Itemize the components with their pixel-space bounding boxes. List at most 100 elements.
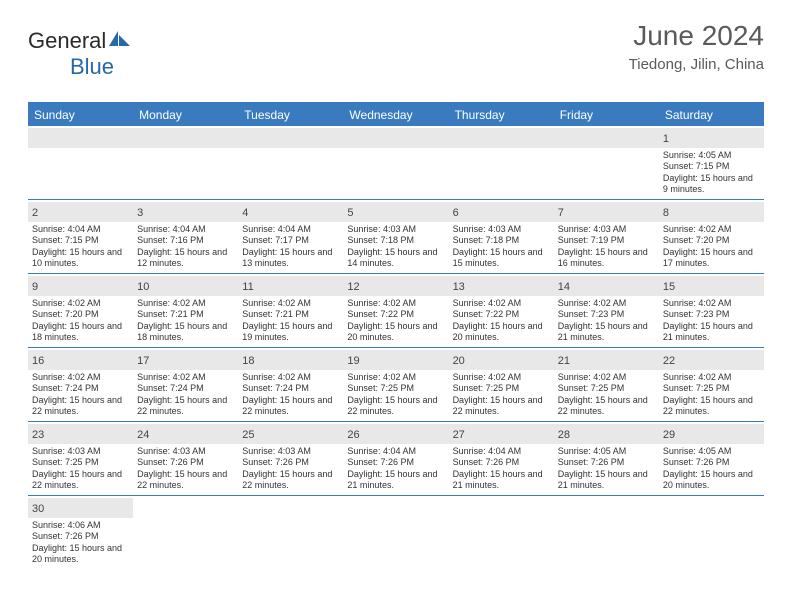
day-number-row: 17	[133, 350, 238, 370]
day-number: 30	[32, 503, 44, 515]
weekday-header: Wednesday	[343, 104, 448, 126]
day-number: 5	[347, 207, 353, 219]
calendar-day: 10 Sunrise: 4:02 AMSunset: 7:21 PMDayligh…	[133, 274, 238, 347]
location: Tiedong, Jilin, China	[629, 56, 764, 73]
day-number: 10	[137, 281, 149, 293]
day-info: Sunrise: 4:02 AMSunset: 7:21 PMDaylight:…	[242, 298, 339, 343]
day-info: Sunrise: 4:02 AMSunset: 7:25 PMDaylight:…	[663, 372, 760, 417]
day-info: Sunrise: 4:02 AMSunset: 7:22 PMDaylight:…	[347, 298, 444, 343]
day-number-row: 5	[343, 202, 448, 222]
day-number: 21	[558, 355, 570, 367]
calendar-day: 18Sunrise: 4:02 AMSunset: 7:24 PMDayligh…	[238, 348, 343, 421]
day-number: 27	[453, 429, 465, 441]
calendar-day: 16 Sunrise: 4:02 AMSunset: 7:24 PMDayligh…	[28, 348, 133, 421]
day-info: Sunrise: 4:04 AMSunset: 7:16 PMDaylight:…	[137, 224, 234, 269]
day-number: 13	[453, 281, 465, 293]
calendar-day: .	[343, 126, 448, 199]
calendar-day: 21Sunrise: 4:02 AMSunset: 7:25 PMDayligh…	[554, 348, 659, 421]
day-number-row: .	[554, 128, 659, 148]
day-info: Sunrise: 4:02 AMSunset: 7:20 PMDaylight:…	[663, 224, 760, 269]
day-number-row: 3	[133, 202, 238, 222]
day-number: 16	[32, 355, 44, 367]
day-info: Sunrise: 4:05 AMSunset: 7:26 PMDaylight:…	[663, 446, 760, 491]
day-number-row: .	[133, 128, 238, 148]
day-number-row: 29	[659, 424, 764, 444]
day-info: Sunrise: 4:02 AMSunset: 7:24 PMDaylight:…	[32, 372, 129, 417]
day-info: Sunrise: 4:02 AMSunset: 7:25 PMDaylight:…	[347, 372, 444, 417]
day-info: Sunrise: 4:04 AMSunset: 7:26 PMDaylight:…	[347, 446, 444, 491]
day-number: 4	[242, 207, 248, 219]
calendar-body: ...... 1 Sunrise: 4:05 AMSunset: 7:15 PMDa…	[28, 126, 764, 569]
calendar-day: 19Sunrise: 4:02 AMSunset: 7:25 PMDayligh…	[343, 348, 448, 421]
calendar-week: 2 Sunrise: 4:04 AMSunset: 7:15 PMDaylight…	[28, 200, 764, 274]
calendar-day: 11Sunrise: 4:02 AMSunset: 7:21 PMDayligh…	[238, 274, 343, 347]
day-number: 7	[558, 207, 564, 219]
calendar-day: .	[343, 496, 448, 569]
calendar-day: 15Sunrise: 4:02 AMSunset: 7:23 PMDayligh…	[659, 274, 764, 347]
calendar-day: 17Sunrise: 4:02 AMSunset: 7:24 PMDayligh…	[133, 348, 238, 421]
calendar-day: .	[554, 496, 659, 569]
day-number-row: 18	[238, 350, 343, 370]
calendar-day: 1 Sunrise: 4:05 AMSunset: 7:15 PMDaylight…	[659, 126, 764, 199]
day-number: 23	[32, 429, 44, 441]
day-number-row: 26	[343, 424, 448, 444]
calendar-day: 6 Sunrise: 4:03 AMSunset: 7:18 PMDaylight…	[449, 200, 554, 273]
day-number: 9	[32, 281, 38, 293]
day-info: Sunrise: 4:04 AMSunset: 7:15 PMDaylight:…	[32, 224, 129, 269]
calendar-day: 14Sunrise: 4:02 AMSunset: 7:23 PMDayligh…	[554, 274, 659, 347]
calendar-day: 30 Sunrise: 4:06 AMSunset: 7:26 PMDayligh…	[28, 496, 133, 569]
day-info: Sunrise: 4:02 AMSunset: 7:24 PMDaylight:…	[242, 372, 339, 417]
day-number-row: 28	[554, 424, 659, 444]
calendar-day: 5 Sunrise: 4:03 AMSunset: 7:18 PMDaylight…	[343, 200, 448, 273]
day-number: 1	[663, 133, 669, 145]
day-number-row: 27	[449, 424, 554, 444]
calendar-week: ......1Sunrise: 4:05 AMSunset: 7:15 PMDa…	[28, 126, 764, 200]
weekday-header: Sunday	[28, 104, 133, 126]
calendar-day: 8 Sunrise: 4:02 AMSunset: 7:20 PMDaylight…	[659, 200, 764, 273]
calendar-day: .	[133, 126, 238, 199]
calendar-day: 12Sunrise: 4:02 AMSunset: 7:22 PMDayligh…	[343, 274, 448, 347]
day-number-row: 21	[554, 350, 659, 370]
day-number-row: 6	[449, 202, 554, 222]
calendar-week: 30 Sunrise: 4:06 AMSunset: 7:26 PMDayligh…	[28, 496, 764, 569]
day-info: Sunrise: 4:05 AMSunset: 7:26 PMDaylight:…	[558, 446, 655, 491]
day-number-row: 16	[28, 350, 133, 370]
day-info: Sunrise: 4:02 AMSunset: 7:21 PMDaylight:…	[137, 298, 234, 343]
day-number: 28	[558, 429, 570, 441]
day-number: 29	[663, 429, 675, 441]
calendar-week: 23 Sunrise: 4:03 AMSunset: 7:25 PMDayligh…	[28, 422, 764, 496]
day-number-row: .	[449, 128, 554, 148]
day-info: Sunrise: 4:03 AMSunset: 7:18 PMDaylight:…	[453, 224, 550, 269]
logo-sail-icon	[108, 28, 132, 54]
day-number-row: 9	[28, 276, 133, 296]
calendar-day: 23 Sunrise: 4:03 AMSunset: 7:25 PMDayligh…	[28, 422, 133, 495]
calendar-day: .	[238, 126, 343, 199]
logo-text-1: General	[28, 28, 106, 53]
day-number: 8	[663, 207, 669, 219]
calendar-day: 3 Sunrise: 4:04 AMSunset: 7:16 PMDaylight…	[133, 200, 238, 273]
calendar: Sunday Monday Tuesday Wednesday Thursday…	[28, 102, 764, 569]
day-number-row: 1	[659, 128, 764, 148]
title-block: June 2024 Tiedong, Jilin, China	[629, 20, 764, 73]
calendar-day: .	[449, 126, 554, 199]
weekday-header: Tuesday	[238, 104, 343, 126]
day-info: Sunrise: 4:03 AMSunset: 7:25 PMDaylight:…	[32, 446, 129, 491]
day-number: 3	[137, 207, 143, 219]
day-number: 14	[558, 281, 570, 293]
day-info: Sunrise: 4:03 AMSunset: 7:18 PMDaylight:…	[347, 224, 444, 269]
calendar-week: 16 Sunrise: 4:02 AMSunset: 7:24 PMDayligh…	[28, 348, 764, 422]
day-info: Sunrise: 4:03 AMSunset: 7:26 PMDaylight:…	[242, 446, 339, 491]
day-number-row: 11	[238, 276, 343, 296]
day-number: 2	[32, 207, 38, 219]
day-info: Sunrise: 4:06 AMSunset: 7:26 PMDaylight:…	[32, 520, 129, 565]
calendar-day: 22Sunrise: 4:02 AMSunset: 7:25 PMDayligh…	[659, 348, 764, 421]
day-number: 17	[137, 355, 149, 367]
calendar-week: 9Sunrise: 4:02 AMSunset: 7:20 PMDaylight…	[28, 274, 764, 348]
day-number: 26	[347, 429, 359, 441]
day-number: 6	[453, 207, 459, 219]
day-number-row: 15	[659, 276, 764, 296]
day-info: Sunrise: 4:03 AMSunset: 7:26 PMDaylight:…	[137, 446, 234, 491]
day-info: Sunrise: 4:05 AMSunset: 7:15 PMDaylight:…	[663, 150, 760, 195]
calendar-day: .	[659, 496, 764, 569]
calendar-day: 9Sunrise: 4:02 AMSunset: 7:20 PMDaylight…	[28, 274, 133, 347]
